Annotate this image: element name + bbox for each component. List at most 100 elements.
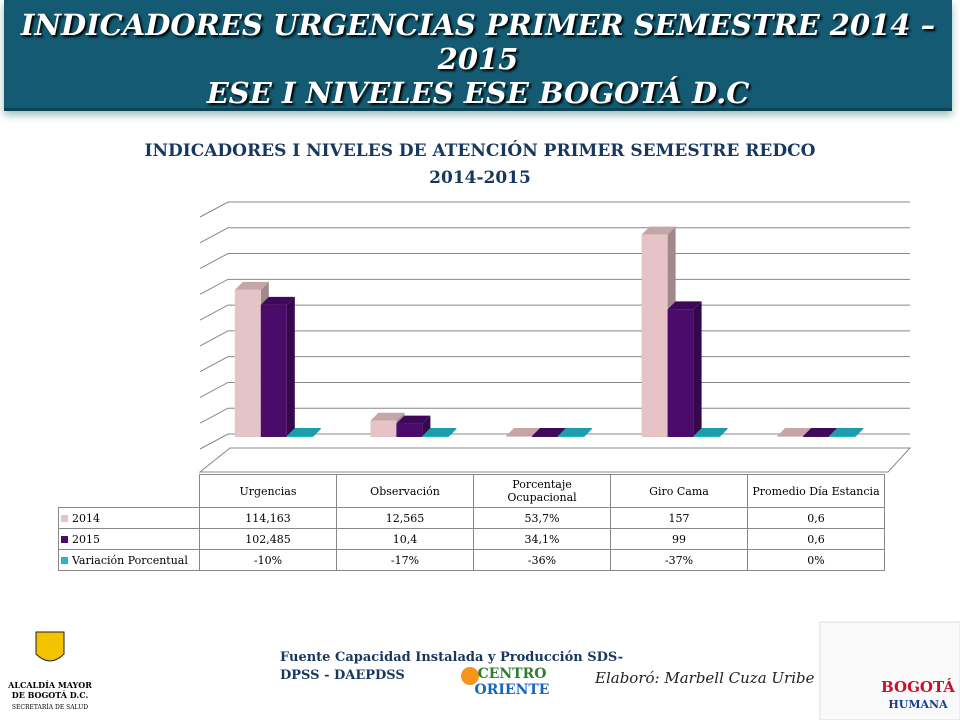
table-cell: Promedio Día Estancia xyxy=(747,474,885,508)
bar-top xyxy=(396,415,431,424)
bar-top xyxy=(286,428,321,436)
cell-text: 34,1% xyxy=(524,532,560,546)
logo-text: BOGOTÁ xyxy=(881,678,955,696)
table-cell xyxy=(59,475,200,508)
cell-text: Urgencias xyxy=(239,484,297,498)
table-cell: 53,7% xyxy=(473,507,611,529)
logo-text: DE BOGOTÁ D.C. xyxy=(12,690,89,700)
bar-top xyxy=(532,428,566,436)
logo-text: SECRETARÍA DE SALUD xyxy=(12,704,88,711)
table-cell: -36% xyxy=(473,549,611,571)
title: INDICADORES URGENCIAS PRIMER SEMESTRE 20… xyxy=(20,8,936,76)
bar-top xyxy=(558,428,592,436)
cell-text: 12,565 xyxy=(385,511,425,525)
table-row: 2015 102,485 10,4 34,1% 99 0,6 xyxy=(58,528,885,550)
bar-front xyxy=(558,436,584,437)
logo-right xyxy=(819,621,960,720)
table-header: Urgencias Observación Porcentaje Ocupacion… xyxy=(59,474,885,508)
bar-top xyxy=(641,226,676,235)
table-cell: 10,4 xyxy=(336,528,474,550)
bar-front xyxy=(260,304,287,437)
legend-swatch xyxy=(61,556,68,564)
grid-line xyxy=(199,407,910,424)
bar-top xyxy=(803,428,838,436)
bar-front xyxy=(396,423,423,437)
bar-top xyxy=(777,428,812,436)
bar-front xyxy=(370,420,397,437)
bar xyxy=(286,428,321,437)
floor xyxy=(198,447,912,473)
chart-title: INDICADORES I NIVELES DE ATENCIÓN PRIMER… xyxy=(145,140,816,161)
cell-text: 157 xyxy=(668,511,690,525)
table-cell: 102,485 xyxy=(199,528,337,550)
table-cell: Urgencias xyxy=(199,474,337,508)
table-cell: 12,565 xyxy=(336,507,474,529)
legend-label: Variación Porcentual xyxy=(72,553,188,567)
cell-text: Porcentaje Ocupacional xyxy=(507,478,577,504)
bar xyxy=(667,301,702,437)
bar-top xyxy=(234,281,269,290)
legend-swatch xyxy=(61,514,68,522)
bar-front xyxy=(422,436,449,437)
bar-front xyxy=(506,436,532,437)
cell-text: 0,6 xyxy=(807,532,825,546)
bar-top xyxy=(422,428,457,436)
cell-text: 0% xyxy=(807,553,825,567)
table-cell: 0,6 xyxy=(747,528,885,550)
table-cell: -37% xyxy=(610,549,748,571)
source: Fuente Capacidad Instalada y Producción … xyxy=(280,650,624,665)
table-cell: 2015 xyxy=(58,528,200,550)
table-cell: 0% xyxy=(747,549,885,571)
bar xyxy=(422,428,457,437)
cell-text: 114,163 xyxy=(245,511,291,525)
table-cell: Observación xyxy=(336,474,474,508)
bar-side xyxy=(693,301,702,437)
cell-text: -37% xyxy=(664,553,694,567)
bar-side xyxy=(855,428,864,437)
table-cell: Porcentaje Ocupacional xyxy=(473,474,611,508)
logo-text: ORIENTE xyxy=(475,682,550,698)
table-row: 2014 114,163 12,565 53,7% 157 0,6 xyxy=(58,507,885,529)
table-cell: Variación Porcentual xyxy=(58,549,200,571)
table-cell: -17% xyxy=(336,549,474,571)
cell-text: 102,485 xyxy=(245,532,291,546)
cell-text: -17% xyxy=(390,553,420,567)
bar xyxy=(558,428,592,437)
bar-front xyxy=(286,436,313,437)
logo-text: CENTRO xyxy=(478,666,547,682)
data-table: Urgencias Observación Porcentaje Ocupacion… xyxy=(58,474,885,571)
cell-text: -36% xyxy=(527,553,557,567)
bar-top xyxy=(829,428,864,436)
header: INDICADORES URGENCIAS PRIMER SEMESTRE 20… xyxy=(4,0,952,111)
grid-line xyxy=(199,201,910,218)
cell-text: Promedio Día Estancia xyxy=(752,484,880,498)
grid-line xyxy=(199,278,910,295)
bar-front xyxy=(803,436,830,437)
bar-top xyxy=(260,296,295,305)
shield xyxy=(35,631,65,662)
cell-text: 10,4 xyxy=(392,532,418,546)
logo-text: HUMANA xyxy=(888,698,948,711)
grid-line xyxy=(199,253,910,269)
grid-line xyxy=(199,356,910,373)
bar xyxy=(693,428,728,437)
bar-front xyxy=(234,289,261,437)
table-cell: 2014 xyxy=(58,507,200,529)
cell-text: Giro Cama xyxy=(649,484,709,498)
bar-side xyxy=(422,415,431,437)
chart-subtitle: 2014-2015 xyxy=(429,168,531,188)
bar-front xyxy=(532,436,558,437)
bar-front xyxy=(641,234,668,437)
table-cell: 99 xyxy=(610,528,748,550)
bar-top xyxy=(506,428,540,436)
cell-text: 53,7% xyxy=(524,511,560,525)
logo-text: ALCALDÍA MAYOR xyxy=(7,680,92,690)
legend-label: 2015 xyxy=(72,532,100,546)
table-cell: 0,6 xyxy=(747,507,885,529)
bar-front xyxy=(777,436,804,437)
source: DPSS - DAEPDSS xyxy=(280,668,405,683)
table-row: Variación Porcentual -10% -17% -36% -37% 0% xyxy=(58,549,885,571)
table-cell: -10% xyxy=(199,549,337,571)
table-cell: Giro Cama xyxy=(610,474,748,508)
